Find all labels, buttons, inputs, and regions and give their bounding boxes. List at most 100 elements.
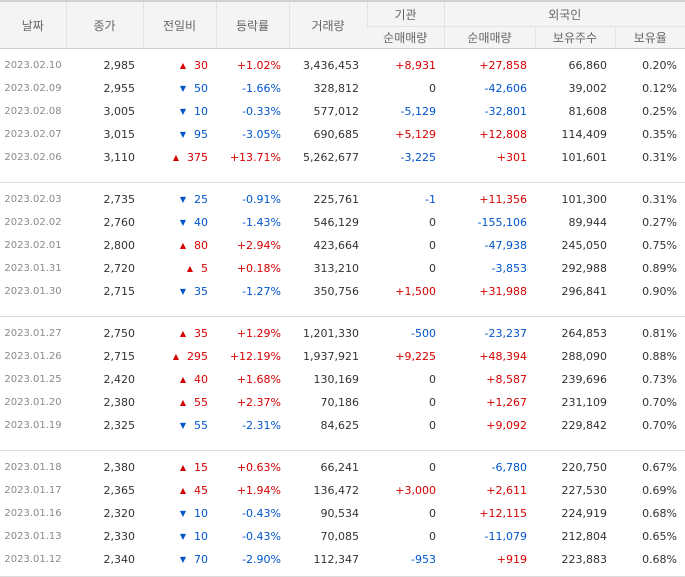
table-row: 2023.01.20 2,380 ▲ 55 +2.37% 70,186 0 +1,267 231… xyxy=(0,391,685,414)
cell-close: 3,110 xyxy=(103,151,136,164)
cell-foreign-net: -47,938 xyxy=(484,239,527,252)
cell-rate: +1.68% xyxy=(236,373,281,386)
cell-institution-net: 0 xyxy=(429,216,436,229)
table-row: 2023.01.30 2,715 ▼ 35 -1.27% 350,756 +1,500 +31… xyxy=(0,280,685,303)
cell-change: ▼ 10 xyxy=(143,100,216,123)
header-date[interactable]: 날짜 xyxy=(0,0,66,49)
cell-foreign-holdings: 292,988 xyxy=(561,262,608,275)
cell-institution-net: 0 xyxy=(429,396,436,409)
triangle-down-icon: ▼ xyxy=(179,130,186,139)
cell-foreign-holdings: 66,860 xyxy=(568,59,608,72)
cell-close: 3,005 xyxy=(103,105,136,118)
cell-foreign-ratio: 0.81% xyxy=(642,327,678,340)
cell-foreign-net: +11,356 xyxy=(479,193,527,206)
cell-change: ▲ 55 xyxy=(143,391,216,414)
cell-rate: -1.27% xyxy=(242,285,281,298)
cell-volume: 90,534 xyxy=(320,507,360,520)
cell-rate: -3.05% xyxy=(242,128,281,141)
cell-foreign-net: -42,606 xyxy=(484,82,527,95)
triangle-up-icon: ▲ xyxy=(179,375,186,384)
change-value: 5 xyxy=(201,262,208,275)
header-institution-net[interactable]: 순매매량 xyxy=(367,26,444,49)
cell-foreign-ratio: 0.67% xyxy=(642,461,678,474)
header-volume[interactable]: 거래량 xyxy=(288,0,367,49)
change-value: 295 xyxy=(187,350,208,363)
cell-institution-net: +9,225 xyxy=(395,350,436,363)
cell-foreign-holdings: 114,409 xyxy=(561,128,608,141)
cell-rate: +0.63% xyxy=(236,461,281,474)
cell-rate: -0.91% xyxy=(242,193,281,206)
cell-volume: 1,937,921 xyxy=(303,350,359,363)
triangle-up-icon: ▲ xyxy=(179,329,186,338)
table-row: 2023.02.10 2,985 ▲ 30 +1.02% 3,436,453 +8,931 +… xyxy=(0,54,685,77)
cell-foreign-ratio: 0.31% xyxy=(642,193,678,206)
cell-change: ▲ 295 xyxy=(143,345,216,368)
cell-date: 2023.01.27 xyxy=(4,328,62,339)
header-close[interactable]: 종가 xyxy=(65,0,143,49)
group-divider xyxy=(0,169,685,183)
triangle-down-icon: ▼ xyxy=(179,509,186,518)
cell-close: 2,760 xyxy=(103,216,136,229)
cell-institution-net: +5,129 xyxy=(395,128,436,141)
table-row: 2023.01.19 2,325 ▼ 55 -2.31% 84,625 0 +9,092 229… xyxy=(0,414,685,437)
cell-institution-net: -953 xyxy=(411,553,436,566)
change-value: 40 xyxy=(194,216,208,229)
cell-foreign-net: +31,988 xyxy=(479,285,527,298)
cell-institution-net: 0 xyxy=(429,461,436,474)
change-value: 40 xyxy=(194,373,208,386)
table-row: 2023.01.13 2,330 ▼ 10 -0.43% 70,085 0 -11,079 21… xyxy=(0,525,685,548)
cell-foreign-holdings: 101,300 xyxy=(561,193,608,206)
table-row: 2023.01.25 2,420 ▲ 40 +1.68% 130,169 0 +8,587 23… xyxy=(0,368,685,391)
triangle-up-icon: ▲ xyxy=(179,463,186,472)
cell-foreign-holdings: 239,696 xyxy=(561,373,608,386)
cell-foreign-ratio: 0.12% xyxy=(642,82,678,95)
cell-foreign-ratio: 0.75% xyxy=(642,239,678,252)
cell-foreign-holdings: 296,841 xyxy=(561,285,608,298)
triangle-down-icon: ▼ xyxy=(179,555,186,564)
cell-foreign-net: +12,115 xyxy=(479,507,527,520)
triangle-down-icon: ▼ xyxy=(179,107,186,116)
cell-close: 2,750 xyxy=(103,327,136,340)
cell-change: ▲ 30 xyxy=(143,54,216,77)
cell-foreign-net: -11,079 xyxy=(484,530,527,543)
cell-change: ▼ 55 xyxy=(143,414,216,437)
cell-rate: -0.43% xyxy=(242,530,281,543)
cell-volume: 5,262,677 xyxy=(303,151,359,164)
cell-foreign-ratio: 0.90% xyxy=(642,285,678,298)
header-change[interactable]: 전일비 xyxy=(142,0,216,49)
cell-rate: +13.71% xyxy=(229,151,281,164)
cell-foreign-ratio: 0.27% xyxy=(642,216,678,229)
cell-institution-net: -5,129 xyxy=(400,105,436,118)
triangle-up-icon: ▲ xyxy=(172,153,179,162)
cell-volume: 112,347 xyxy=(313,553,360,566)
cell-institution-net: 0 xyxy=(429,239,436,252)
cell-close: 2,715 xyxy=(103,285,136,298)
cell-foreign-net: +2,611 xyxy=(486,484,527,497)
cell-change: ▲ 35 xyxy=(143,322,216,345)
table-row: 2023.02.07 3,015 ▼ 95 -3.05% 690,685 +5,129 +12… xyxy=(0,123,685,146)
cell-close: 2,735 xyxy=(103,193,136,206)
cell-foreign-ratio: 0.70% xyxy=(642,396,678,409)
cell-date: 2023.01.18 xyxy=(4,462,62,473)
header-rate[interactable]: 등락률 xyxy=(215,0,289,49)
table-row: 2023.01.31 2,720 ▲ 5 +0.18% 313,210 0 -3,853 292… xyxy=(0,257,685,280)
header-foreign-net[interactable]: 순매매량 xyxy=(443,26,535,49)
cell-foreign-holdings: 39,002 xyxy=(568,82,608,95)
cell-foreign-ratio: 0.68% xyxy=(642,507,678,520)
cell-foreign-net: +9,092 xyxy=(486,419,527,432)
cell-foreign-net: +48,394 xyxy=(479,350,527,363)
header-foreign-holdings[interactable]: 보유주수 xyxy=(534,26,615,49)
cell-institution-net: -1 xyxy=(425,193,436,206)
change-value: 10 xyxy=(194,105,208,118)
table-row: 2023.02.03 2,735 ▼ 25 -0.91% 225,761 -1 +11,356… xyxy=(0,188,685,211)
cell-change: ▲ 5 xyxy=(143,257,216,280)
table-row: 2023.01.16 2,320 ▼ 10 -0.43% 90,534 0 +12,115 22… xyxy=(0,502,685,525)
cell-volume: 136,472 xyxy=(313,484,360,497)
cell-close: 2,420 xyxy=(103,373,136,386)
change-value: 35 xyxy=(194,327,208,340)
header-foreign-ratio[interactable]: 보유율 xyxy=(614,26,685,49)
cell-foreign-holdings: 224,919 xyxy=(561,507,608,520)
cell-change: ▼ 10 xyxy=(143,525,216,548)
triangle-down-icon: ▼ xyxy=(179,218,186,227)
